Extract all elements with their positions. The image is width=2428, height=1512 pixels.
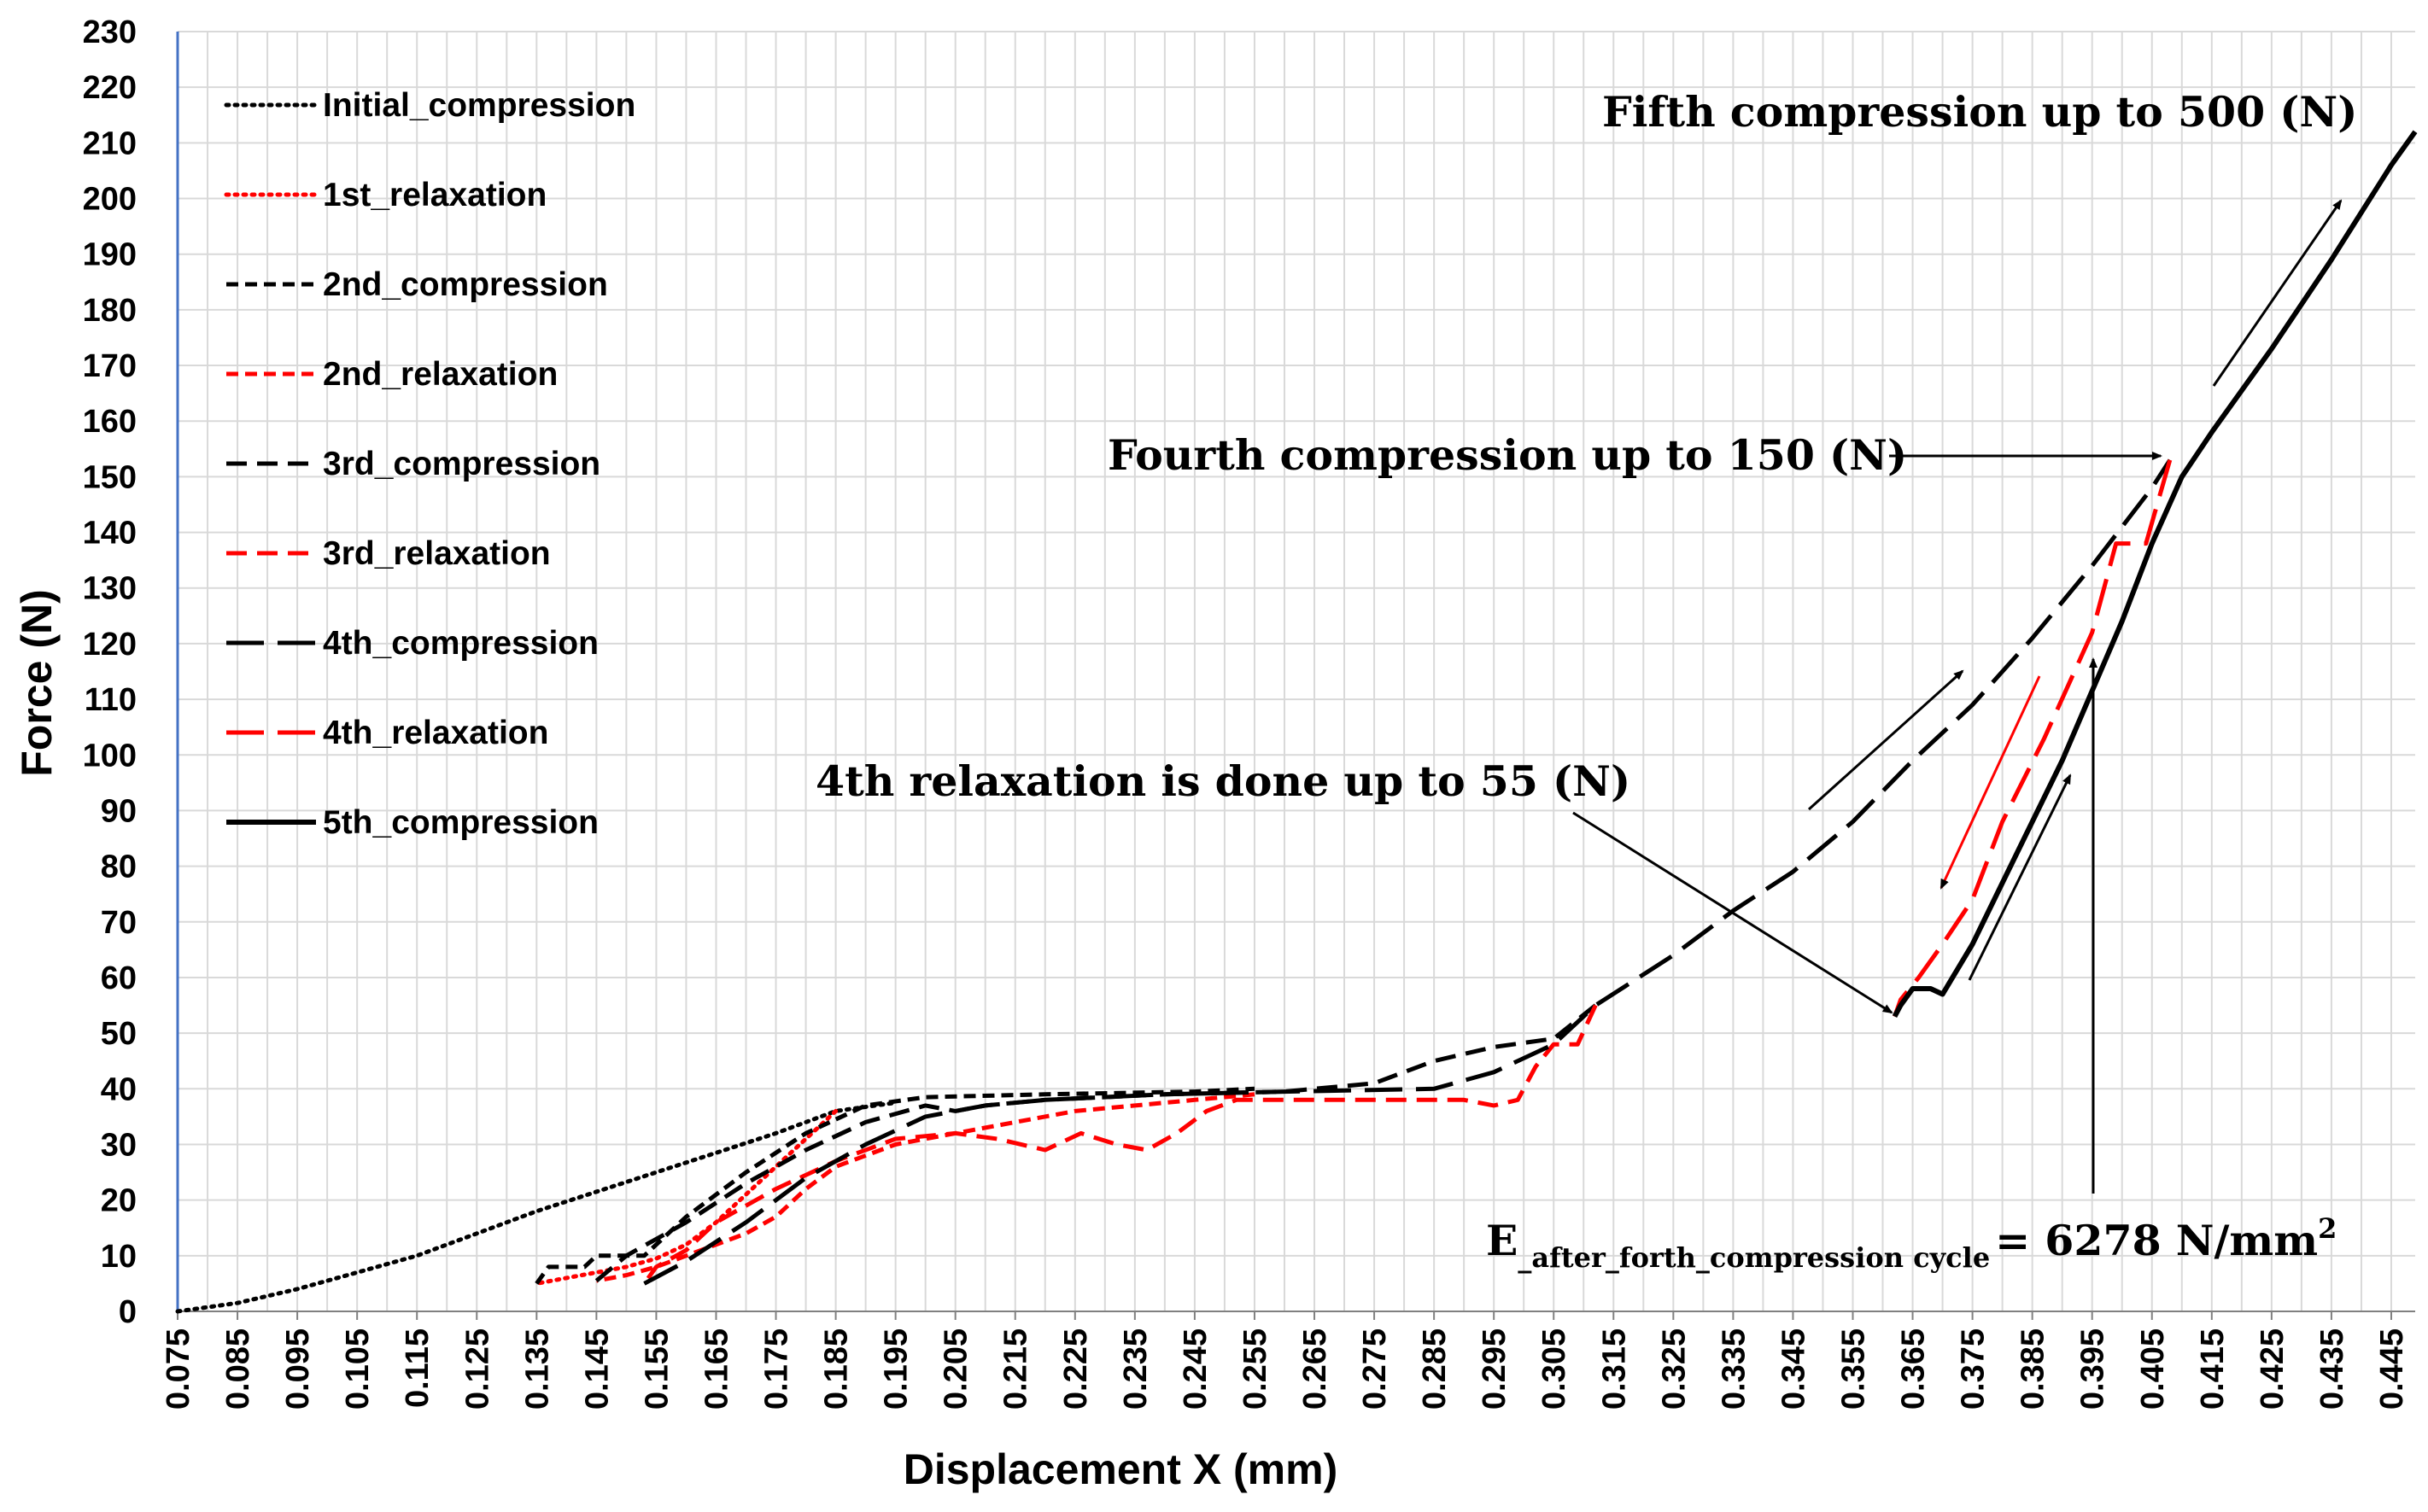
x-tick-label: 0.435 bbox=[2314, 1328, 2350, 1410]
x-tick-label: 0.145 bbox=[579, 1328, 615, 1410]
y-tick-label: 170 bbox=[83, 348, 137, 384]
modulus-superscript: 2 bbox=[2318, 1212, 2337, 1245]
legend-label: 2nd_relaxation bbox=[323, 356, 558, 393]
x-tick-label: 0.155 bbox=[639, 1328, 675, 1410]
x-tick-label: 0.135 bbox=[519, 1328, 555, 1410]
direction-arrow-fourth-up bbox=[1807, 669, 1964, 811]
y-tick-label: 60 bbox=[101, 960, 137, 996]
y-tick-label: 10 bbox=[101, 1239, 137, 1275]
x-tick-label: 0.185 bbox=[819, 1328, 855, 1410]
y-axis-title: Force (N) bbox=[13, 589, 61, 776]
x-tick-label: 0.375 bbox=[1956, 1328, 1992, 1410]
series-1st-relaxation bbox=[534, 1108, 839, 1286]
x-tick-label: 0.425 bbox=[2255, 1328, 2291, 1410]
y-tick-label: 0 bbox=[119, 1294, 137, 1330]
legend: Initial_compression 1st_relaxation 2nd_com… bbox=[224, 87, 635, 841]
x-tick-label: 0.275 bbox=[1357, 1328, 1393, 1410]
y-tick-label: 220 bbox=[83, 70, 137, 106]
x-tick-label: 0.285 bbox=[1417, 1328, 1453, 1410]
legend-label: 2nd_compression bbox=[323, 266, 608, 303]
x-tick-label: 0.335 bbox=[1716, 1328, 1752, 1410]
x-tick-label: 0.125 bbox=[459, 1328, 495, 1410]
x-tick-label: 0.345 bbox=[1776, 1328, 1811, 1410]
y-tick-label: 230 bbox=[83, 15, 137, 50]
modulus-subscript: _after_forth_compression cycle bbox=[1518, 1241, 1990, 1274]
x-tick-label: 0.215 bbox=[998, 1328, 1034, 1410]
legend-label: 5th_compression bbox=[323, 804, 599, 841]
annotation-fifth-compression: Fifth compression up to 500 (N) bbox=[1602, 87, 2357, 137]
x-tick-label: 0.355 bbox=[1835, 1328, 1871, 1410]
y-tick-label: 110 bbox=[85, 682, 137, 718]
x-tick-label: 0.305 bbox=[1536, 1328, 1572, 1410]
direction-arrow-fifth-low bbox=[1968, 774, 2072, 981]
legend-label: 3rd_relaxation bbox=[323, 535, 551, 572]
legend-label: 1st_relaxation bbox=[323, 177, 547, 213]
x-tick-label: 0.245 bbox=[1178, 1328, 1214, 1410]
modulus-symbol: E bbox=[1486, 1216, 1518, 1265]
x-tick-label: 0.175 bbox=[759, 1328, 795, 1410]
y-tick-label: 30 bbox=[101, 1127, 137, 1163]
y-tick-label: 140 bbox=[83, 516, 137, 552]
x-tick-label: 0.405 bbox=[2135, 1328, 2171, 1410]
x-tick-label: 0.415 bbox=[2195, 1328, 2231, 1410]
series-4th-compression bbox=[643, 458, 2172, 1286]
legend-label: 4th_relaxation bbox=[323, 715, 548, 751]
x-tick-label: 0.395 bbox=[2075, 1328, 2111, 1410]
y-tick-label: 150 bbox=[83, 459, 137, 495]
x-tick-label: 0.085 bbox=[220, 1328, 256, 1410]
y-tick-label: 200 bbox=[83, 182, 137, 218]
x-axis-title: Displacement X (mm) bbox=[904, 1445, 1337, 1493]
x-tick-label: 0.205 bbox=[939, 1328, 974, 1410]
tick-labels: 0 10 20 30 40 50 60 70 80 90 100 110 120 130 140 150 160… bbox=[83, 15, 2410, 1410]
y-tick-label: 70 bbox=[101, 905, 137, 941]
annotation-fourth-relaxation: 4th relaxation is done up to 55 (N) bbox=[816, 756, 1630, 806]
x-tick-label: 0.095 bbox=[280, 1328, 316, 1410]
series-4th-relaxation bbox=[1893, 459, 2173, 1018]
legend-label: 4th_compression bbox=[323, 625, 599, 662]
y-tick-label: 50 bbox=[101, 1016, 137, 1052]
grid bbox=[177, 31, 2415, 1312]
x-tick-label: 0.325 bbox=[1656, 1328, 1692, 1410]
annotations: Fifth compression up to 500 (N) Fourth c… bbox=[816, 87, 2357, 1274]
y-tick-label: 120 bbox=[83, 627, 137, 663]
annotation-modulus: E_after_forth_compression cycle = 6278 N/… bbox=[1486, 1212, 2337, 1274]
x-tick-label: 0.315 bbox=[1596, 1328, 1632, 1410]
x-tick-label: 0.075 bbox=[161, 1328, 196, 1410]
y-tick-label: 90 bbox=[101, 793, 137, 829]
y-tick-label: 180 bbox=[83, 293, 137, 329]
arrow-fourth-relaxation bbox=[1572, 811, 1893, 1014]
x-tick-label: 0.165 bbox=[699, 1328, 734, 1410]
y-tick-label: 210 bbox=[83, 126, 137, 161]
direction-arrow-fifth-up bbox=[2212, 199, 2343, 387]
x-tick-label: 0.255 bbox=[1237, 1328, 1273, 1410]
series-3rd-relaxation bbox=[642, 1004, 1598, 1285]
x-tick-label: 0.445 bbox=[2374, 1328, 2410, 1410]
series-initial-compression bbox=[175, 1100, 898, 1314]
y-tick-label: 20 bbox=[101, 1183, 137, 1219]
y-tick-label: 80 bbox=[101, 849, 137, 885]
legend-label: Initial_compression bbox=[323, 87, 635, 124]
x-tick-label: 0.265 bbox=[1297, 1328, 1333, 1410]
x-tick-label: 0.235 bbox=[1118, 1328, 1154, 1410]
x-tick-label: 0.295 bbox=[1477, 1328, 1512, 1410]
y-tick-label: 40 bbox=[101, 1071, 137, 1107]
y-tick-label: 100 bbox=[83, 738, 137, 774]
x-tick-label: 0.385 bbox=[2016, 1328, 2051, 1410]
y-tick-label: 130 bbox=[83, 571, 137, 607]
y-tick-label: 190 bbox=[83, 237, 137, 273]
x-tick-label: 0.365 bbox=[1896, 1328, 1932, 1410]
modulus-value: = 6278 N/mm bbox=[1995, 1216, 2318, 1265]
x-tick-label: 0.105 bbox=[340, 1328, 376, 1410]
series-2nd-compression bbox=[535, 1086, 1255, 1285]
y-tick-label: 160 bbox=[83, 404, 137, 440]
axes bbox=[176, 32, 2415, 1320]
legend-label: 3rd_compression bbox=[323, 446, 600, 482]
x-tick-label: 0.225 bbox=[1058, 1328, 1094, 1410]
x-tick-label: 0.195 bbox=[879, 1328, 915, 1410]
series-lines bbox=[175, 130, 2418, 1314]
x-tick-label: 0.115 bbox=[400, 1328, 436, 1408]
direction-arrow-relax-down bbox=[1939, 675, 2041, 890]
annotation-fourth-compression: Fourth compression up to 150 (N) bbox=[1108, 430, 1907, 480]
